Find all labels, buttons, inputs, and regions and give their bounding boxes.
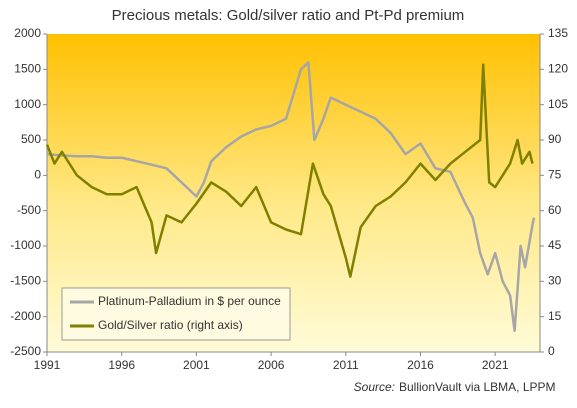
x-tick-label: 2021 <box>482 358 509 372</box>
y2-tick-label: 0 <box>548 344 555 358</box>
y-tick-label: -2500 <box>10 344 41 358</box>
y2-tick-label: 75 <box>548 168 562 182</box>
legend-box <box>61 287 291 341</box>
source: BullionVault via LBMA, LPPM <box>399 380 556 394</box>
y-tick-label: -1500 <box>10 274 41 288</box>
y-tick-label: 0 <box>34 168 41 182</box>
legend-label: Gold/Silver ratio (right axis) <box>98 318 243 332</box>
y2-tick-label: 105 <box>548 97 568 111</box>
legend-label: Platinum-Palladium in $ per ounce <box>98 294 281 308</box>
source-label: Source: <box>354 380 395 394</box>
y2-tick-label: 45 <box>548 238 562 252</box>
y2-tick-label: 30 <box>548 274 562 288</box>
y-tick-label: -2000 <box>10 309 41 323</box>
y2-tick-label: 120 <box>548 62 568 76</box>
x-tick-label: 1996 <box>108 358 135 372</box>
x-tick-label: 2001 <box>183 358 210 372</box>
y2-tick-label: 15 <box>548 309 562 323</box>
series-line <box>45 63 534 278</box>
y2-tick-label: 90 <box>548 132 562 146</box>
y-tick-label: 500 <box>21 132 41 146</box>
x-tick-label: 2006 <box>258 358 285 372</box>
chart-title: Precious metals: Gold/silver ratio and P… <box>112 7 465 24</box>
y-tick-label: 2000 <box>14 26 41 40</box>
y-tick-label: 1500 <box>14 62 41 76</box>
x-tick-label: 1991 <box>34 358 61 372</box>
y-tick-label: -1000 <box>10 238 41 252</box>
series-line <box>46 61 536 333</box>
x-tick-label: 2016 <box>407 358 434 372</box>
y2-tick-label: 135 <box>548 26 568 40</box>
y-tick-label: 1000 <box>14 97 41 111</box>
x-tick-label: 2011 <box>333 358 359 372</box>
y-tick-label: -500 <box>17 203 41 217</box>
y2-tick-label: 60 <box>548 203 562 217</box>
